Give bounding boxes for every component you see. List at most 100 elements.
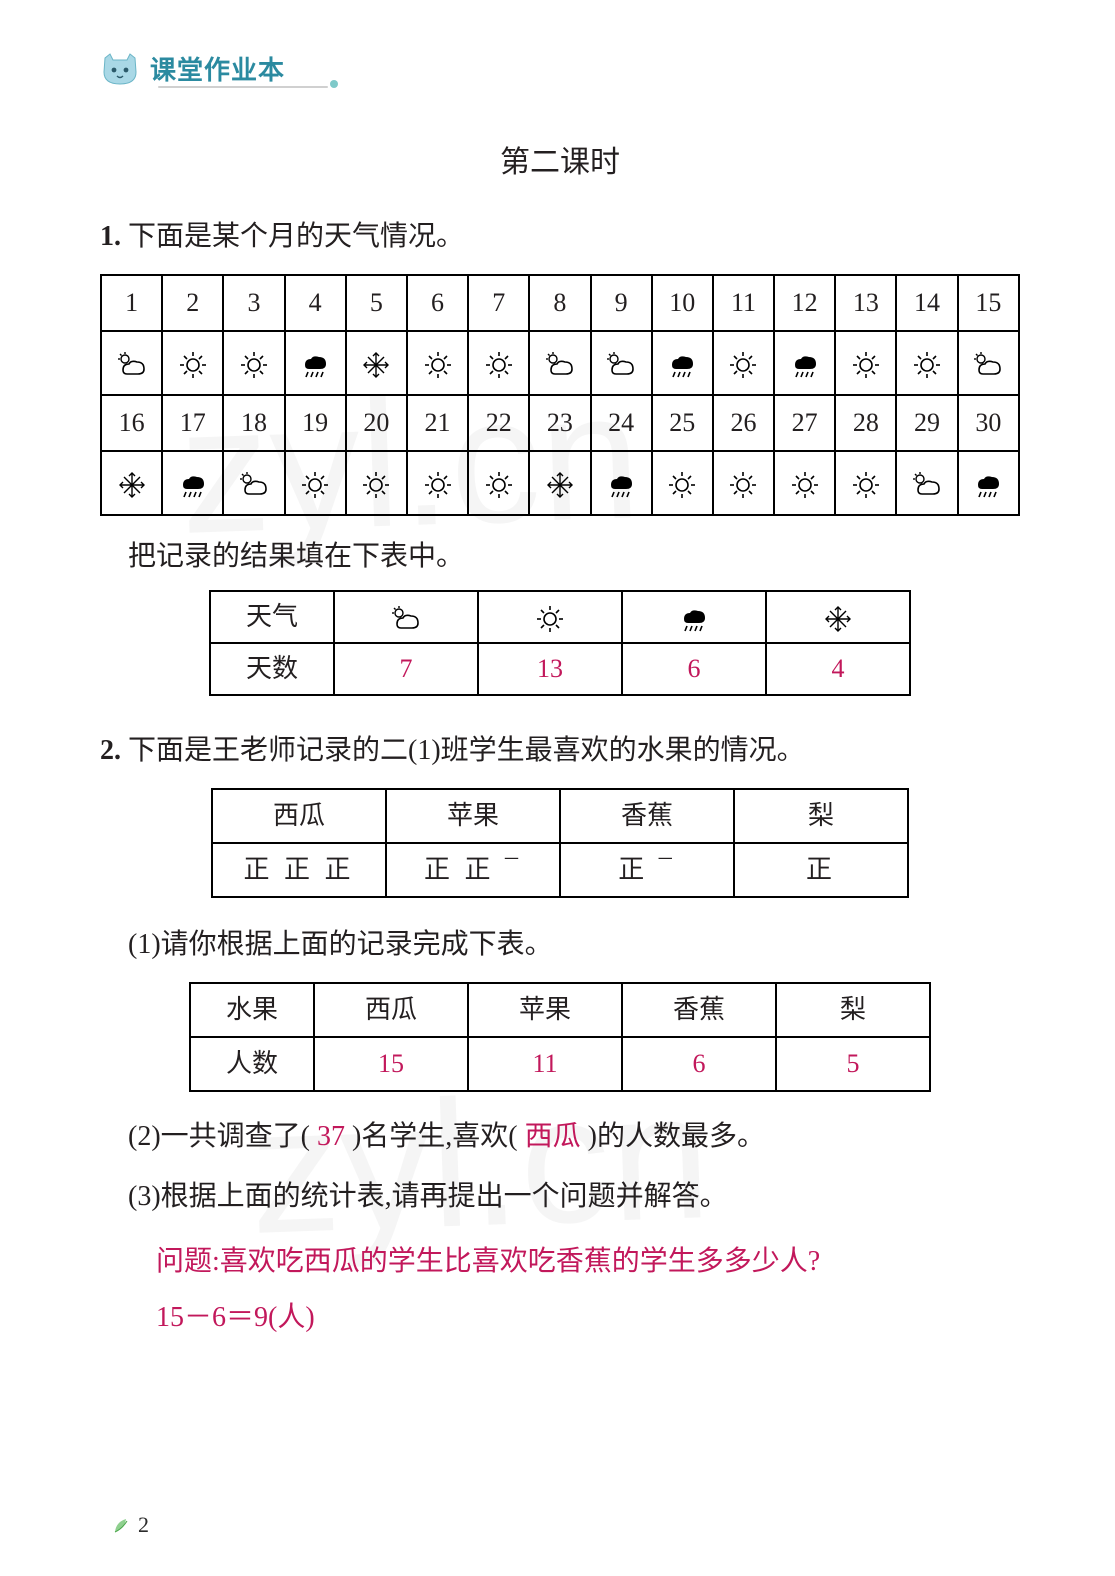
summary-value-cell: 4 — [766, 643, 910, 695]
q1-text: 下面是某个月的天气情况。 — [128, 221, 464, 252]
day-cell: 20 — [346, 395, 407, 451]
page-content: 第二课时 1. 下面是某个月的天气情况。 1234567891011121314… — [100, 140, 1020, 1372]
sub2-ans2: 西瓜 — [525, 1121, 581, 1152]
q2-sub2: (2)一共调查了( 37 )名学生,喜欢( 西瓜 )的人数最多。 — [100, 1114, 1020, 1160]
tally-mark-cell: 正 — [734, 843, 908, 897]
sun-icon — [482, 470, 516, 500]
cloud-icon — [604, 350, 638, 380]
weather-icon-cell — [529, 331, 590, 395]
day-cell: 11 — [713, 275, 774, 331]
day-cell: 2 — [162, 275, 223, 331]
question-1: 1. 下面是某个月的天气情况。 123456789101112131415 16… — [100, 214, 1020, 696]
day-cell: 30 — [958, 395, 1019, 451]
header-title: 课堂作业本 — [150, 50, 285, 87]
tally-mark-cell: 正 ¯ — [560, 843, 734, 897]
fruit-value-cell: 11 — [468, 1037, 622, 1091]
day-cell: 12 — [774, 275, 835, 331]
day-cell: 1 — [101, 275, 162, 331]
cloud-icon — [389, 604, 423, 634]
weather-icon-cell — [713, 331, 774, 395]
q1-label: 1. — [100, 221, 121, 252]
q2-text: 下面是王老师记录的二(1)班学生最喜欢的水果的情况。 — [128, 735, 805, 766]
day-cell: 27 — [774, 395, 835, 451]
sub3-text: 根据上面的统计表,请再提出一个问题并解答。 — [161, 1181, 728, 1212]
summary-value-cell: 6 — [622, 643, 766, 695]
rain-icon — [971, 470, 1005, 500]
weather-icon-cell — [652, 331, 713, 395]
day-cell: 13 — [835, 275, 896, 331]
weather-icon-cell — [468, 451, 529, 515]
day-cell: 14 — [896, 275, 957, 331]
cloud-icon — [115, 350, 149, 380]
weather-icon-cell — [162, 451, 223, 515]
fruit-row2-label: 人数 — [190, 1037, 314, 1091]
day-cell: 3 — [223, 275, 284, 331]
day-cell: 26 — [713, 395, 774, 451]
sun-icon — [665, 470, 699, 500]
sun-icon — [482, 350, 516, 380]
weather-icon-cell — [835, 451, 896, 515]
day-cell: 24 — [591, 395, 652, 451]
day-cell: 16 — [101, 395, 162, 451]
day-cell: 10 — [652, 275, 713, 331]
q2-label: 2. — [100, 735, 121, 766]
weather-summary-table: 天气 天数 71364 — [209, 590, 911, 696]
tally-header-cell: 香蕉 — [560, 789, 734, 843]
cloud-icon — [237, 470, 271, 500]
q2-sub1: (1)请你根据上面的记录完成下表。 — [100, 922, 1020, 968]
sun-icon — [726, 470, 760, 500]
snow-icon — [115, 470, 149, 500]
rain-icon — [604, 470, 638, 500]
weather-icon-cell — [223, 451, 284, 515]
q1-caption: 把记录的结果填在下表中。 — [100, 534, 1020, 580]
sun-icon — [910, 350, 944, 380]
sub1-label: (1) — [128, 929, 161, 960]
day-cell: 15 — [958, 275, 1019, 331]
day-cell: 7 — [468, 275, 529, 331]
weather-icon-cell — [101, 331, 162, 395]
day-cell: 28 — [835, 395, 896, 451]
rain-icon — [665, 350, 699, 380]
tally-header-cell: 梨 — [734, 789, 908, 843]
rain-icon — [788, 350, 822, 380]
question-2: 2. 下面是王老师记录的二(1)班学生最喜欢的水果的情况。 西瓜苹果香蕉梨 正 … — [100, 728, 1020, 1346]
sun-icon — [359, 470, 393, 500]
sun-icon — [726, 350, 760, 380]
weather-icon-cell — [774, 451, 835, 515]
summary-icon-cell — [622, 591, 766, 643]
sub1-text: 请你根据上面的记录完成下表。 — [161, 929, 553, 960]
weather-calendar-table: 123456789101112131415 161718192021222324… — [100, 274, 1020, 516]
header-dot — [330, 80, 338, 88]
weather-icon-cell — [652, 451, 713, 515]
weather-icon-cell — [713, 451, 774, 515]
weather-icon-cell — [468, 331, 529, 395]
weather-icon-cell — [346, 331, 407, 395]
day-cell: 22 — [468, 395, 529, 451]
fruit-header-cell: 梨 — [776, 983, 930, 1037]
day-cell: 19 — [285, 395, 346, 451]
sub3-answer2: 15－6＝9(人) — [100, 1290, 1020, 1346]
weather-icon-cell — [591, 331, 652, 395]
weather-icon-cell — [285, 451, 346, 515]
weather-icon-cell — [896, 451, 957, 515]
q2-sub3: (3)根据上面的统计表,请再提出一个问题并解答。 — [100, 1174, 1020, 1220]
day-cell: 4 — [285, 275, 346, 331]
tally-header-cell: 西瓜 — [212, 789, 386, 843]
rain-icon — [677, 604, 711, 634]
weather-icon-cell — [162, 331, 223, 395]
lesson-title: 第二课时 — [100, 140, 1020, 186]
sub2-post: )的人数最多。 — [588, 1121, 765, 1152]
day-cell: 21 — [407, 395, 468, 451]
summary-col-days: 天数 — [210, 643, 334, 695]
fruit-header-cell: 苹果 — [468, 983, 622, 1037]
tally-mark-cell: 正 正 ¯ — [386, 843, 560, 897]
leaf-icon — [112, 1515, 132, 1535]
sun-icon — [298, 470, 332, 500]
day-cell: 6 — [407, 275, 468, 331]
summary-icon-cell — [334, 591, 478, 643]
rain-icon — [298, 350, 332, 380]
weather-icon-cell — [285, 331, 346, 395]
summary-value-cell: 13 — [478, 643, 622, 695]
day-cell: 25 — [652, 395, 713, 451]
fruit-header-cell: 西瓜 — [314, 983, 468, 1037]
